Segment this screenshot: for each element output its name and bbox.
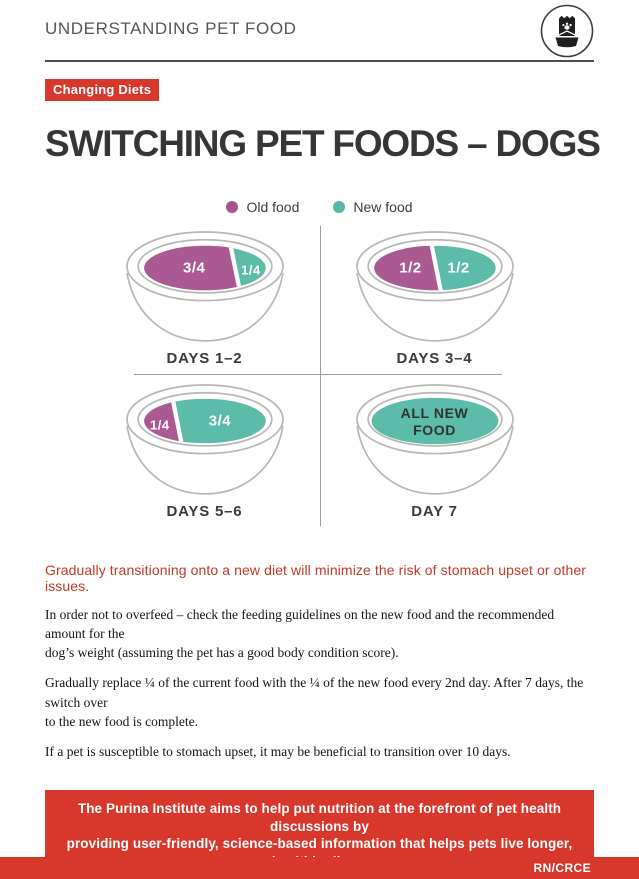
bowl-cell-days-5-6: 1/4 3/4 DAYS 5–6 (90, 379, 320, 528)
old-food-dot-icon (226, 201, 239, 213)
fraction-label: 1/2 (447, 259, 470, 277)
footer-code: RN/CRCE (533, 861, 591, 875)
fraction-label: 1/2 (399, 259, 422, 277)
bowl-caption: DAYS 5–6 (166, 503, 243, 520)
bowl-caption: DAY 7 (411, 503, 458, 520)
legend-new-label: New food (353, 199, 413, 215)
legend-item-new-food: New food (333, 199, 413, 215)
horizontal-divider (133, 374, 502, 375)
pet-food-bag-icon (540, 3, 594, 64)
bowl-days-3-4: 1/2 1/2 (349, 226, 521, 346)
paragraph-replace: Gradually replace ¼ of the current food … (45, 675, 584, 729)
fraction-label: 3/4 (182, 259, 206, 277)
legend-item-old-food: Old food (226, 199, 299, 215)
bowl-days-5-6: 1/4 3/4 (119, 379, 291, 499)
all-new-food-label: ALL NEW FOOD (400, 405, 469, 439)
fraction-label: 1/4 (149, 417, 170, 433)
footer-bar: RN/CRCE (0, 857, 639, 879)
bowl-day-7: ALL NEW FOOD (349, 379, 521, 499)
paragraph-overfeed: In order not to overfeed – check the fee… (45, 607, 555, 661)
bowl-diagram-grid: 3/4 1/4 DAYS 1–2 (90, 226, 550, 528)
page-title: SWITCHING PET FOODS – DOGS (45, 123, 601, 164)
bowl-cell-days-3-4: 1/2 1/2 DAYS 3–4 (320, 226, 550, 379)
bowl-days-1-2: 3/4 1/4 (119, 226, 291, 346)
fraction-label: 3/4 (208, 412, 232, 430)
header-title: UNDERSTANDING PET FOOD (45, 19, 297, 38)
header-divider (45, 60, 594, 62)
fraction-label: 1/4 (241, 262, 261, 278)
body-text: In order not to overfeed – check the fee… (45, 605, 594, 761)
legend-old-label: Old food (246, 199, 300, 215)
bowl-cell-days-1-2: 3/4 1/4 DAYS 1–2 (90, 226, 320, 379)
bowl-caption: DAYS 3–4 (396, 350, 473, 367)
section-badge: Changing Diets (45, 79, 160, 101)
highlight-sentence: Gradually transitioning onto a new diet … (45, 562, 587, 594)
bowl-cell-day-7: ALL NEW FOOD DAY 7 (320, 379, 550, 528)
header: UNDERSTANDING PET FOOD (45, 0, 594, 62)
legend: Old food New food (45, 199, 594, 215)
new-food-dot-icon (333, 201, 346, 213)
bowl-caption: DAYS 1–2 (166, 350, 243, 367)
paragraph-susceptible: If a pet is susceptible to stomach upset… (45, 743, 511, 759)
vertical-divider (319, 226, 321, 526)
